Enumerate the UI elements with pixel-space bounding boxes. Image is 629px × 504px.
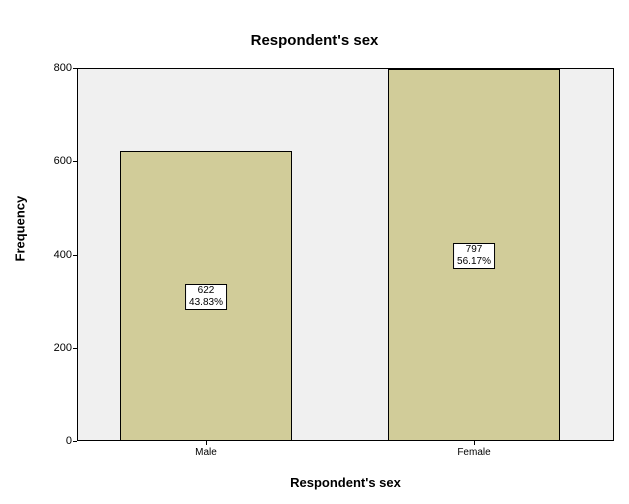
x-tick-mark — [474, 441, 475, 445]
x-tick-mark — [206, 441, 207, 445]
y-tick-label: 0 — [66, 435, 72, 447]
chart-container: Respondent's sex Frequency Respondent's … — [0, 0, 629, 504]
x-axis-label: Respondent's sex — [77, 475, 614, 490]
y-tick-label: 800 — [54, 62, 72, 74]
y-tick-mark — [73, 68, 77, 69]
y-tick-label: 600 — [54, 155, 72, 167]
x-tick-label: Female — [457, 447, 490, 458]
y-axis-label: Frequency — [13, 196, 28, 262]
bar-data-label: 62243.83% — [185, 284, 227, 310]
y-tick-mark — [73, 441, 77, 442]
y-tick-label: 400 — [54, 249, 72, 261]
y-tick-mark — [73, 161, 77, 162]
x-tick-label: Male — [195, 447, 217, 458]
bar-data-label: 79756.17% — [453, 243, 495, 269]
chart-title: Respondent's sex — [0, 32, 629, 49]
y-tick-label: 200 — [54, 342, 72, 354]
y-tick-mark — [73, 348, 77, 349]
y-tick-mark — [73, 255, 77, 256]
